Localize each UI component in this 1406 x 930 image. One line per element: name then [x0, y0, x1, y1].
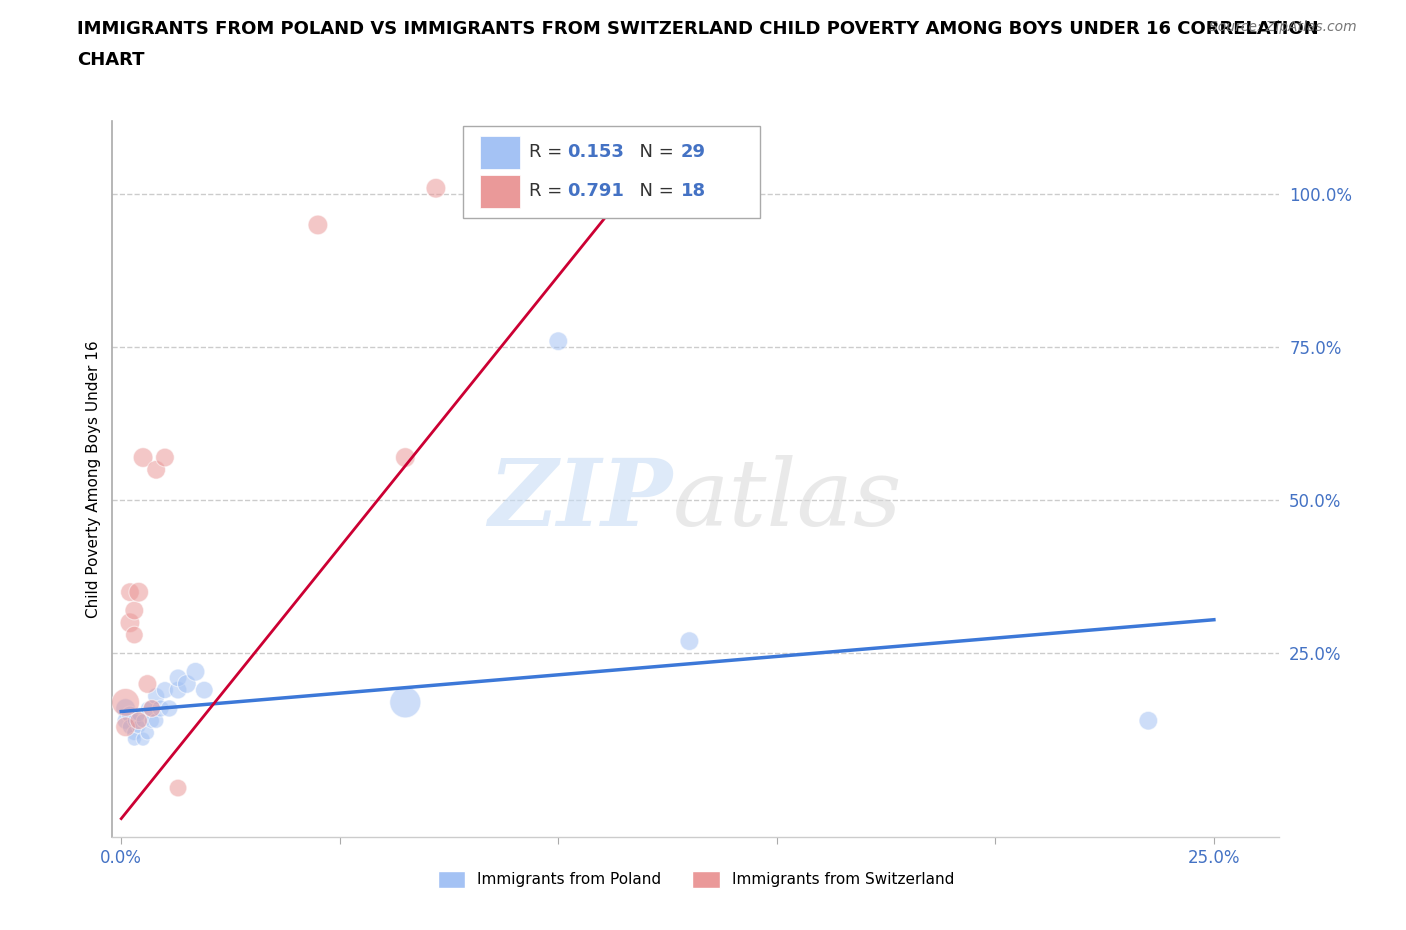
Text: ZIP: ZIP — [488, 456, 672, 545]
Point — [128, 707, 150, 722]
Y-axis label: Child Poverty Among Boys Under 16: Child Poverty Among Boys Under 16 — [86, 340, 101, 618]
Text: atlas: atlas — [672, 456, 903, 545]
Point — [141, 713, 163, 728]
Point — [132, 713, 155, 728]
Text: R =: R = — [529, 143, 568, 161]
Text: N =: N = — [628, 182, 679, 200]
Point — [153, 683, 176, 698]
Point — [124, 603, 146, 618]
Point — [193, 683, 215, 698]
Point — [118, 585, 141, 600]
Point — [136, 676, 159, 691]
Point — [141, 701, 163, 716]
Point — [124, 628, 146, 643]
Text: 29: 29 — [681, 143, 706, 161]
Point — [118, 720, 141, 735]
Point — [124, 725, 146, 740]
Point — [114, 713, 136, 728]
Point — [124, 713, 146, 728]
Point — [118, 616, 141, 631]
Point — [613, 199, 636, 214]
Point — [307, 218, 329, 232]
Point — [167, 780, 190, 795]
FancyBboxPatch shape — [463, 126, 761, 218]
Point — [678, 633, 700, 648]
Point — [145, 462, 167, 477]
Text: IMMIGRANTS FROM POLAND VS IMMIGRANTS FROM SWITZERLAND CHILD POVERTY AMONG BOYS U: IMMIGRANTS FROM POLAND VS IMMIGRANTS FRO… — [77, 20, 1319, 38]
Point — [124, 732, 146, 747]
FancyBboxPatch shape — [479, 136, 520, 168]
Point — [118, 707, 141, 722]
Point — [128, 713, 150, 728]
Point — [128, 585, 150, 600]
Point — [145, 689, 167, 704]
Point — [132, 450, 155, 465]
Point — [145, 713, 167, 728]
FancyBboxPatch shape — [479, 175, 520, 207]
Text: Source: ZipAtlas.com: Source: ZipAtlas.com — [1209, 20, 1357, 34]
Point — [128, 720, 150, 735]
Point — [394, 450, 416, 465]
Point — [1137, 713, 1160, 728]
Text: 0.791: 0.791 — [568, 182, 624, 200]
Point — [167, 683, 190, 698]
Legend: Immigrants from Poland, Immigrants from Switzerland: Immigrants from Poland, Immigrants from … — [432, 865, 960, 894]
Point — [141, 701, 163, 716]
Point — [153, 450, 176, 465]
Point — [176, 676, 198, 691]
Point — [167, 671, 190, 685]
Text: 18: 18 — [681, 182, 706, 200]
Point — [547, 334, 569, 349]
Point — [157, 701, 180, 716]
Point — [149, 701, 172, 716]
Point — [184, 664, 207, 679]
Text: 0.153: 0.153 — [568, 143, 624, 161]
Point — [114, 720, 136, 735]
Point — [114, 701, 136, 716]
Point — [132, 732, 155, 747]
Text: N =: N = — [628, 143, 679, 161]
Point — [114, 695, 136, 710]
Point — [136, 701, 159, 716]
Point — [136, 725, 159, 740]
Point — [394, 695, 416, 710]
Point — [425, 180, 447, 195]
Text: CHART: CHART — [77, 51, 145, 69]
Text: R =: R = — [529, 182, 568, 200]
